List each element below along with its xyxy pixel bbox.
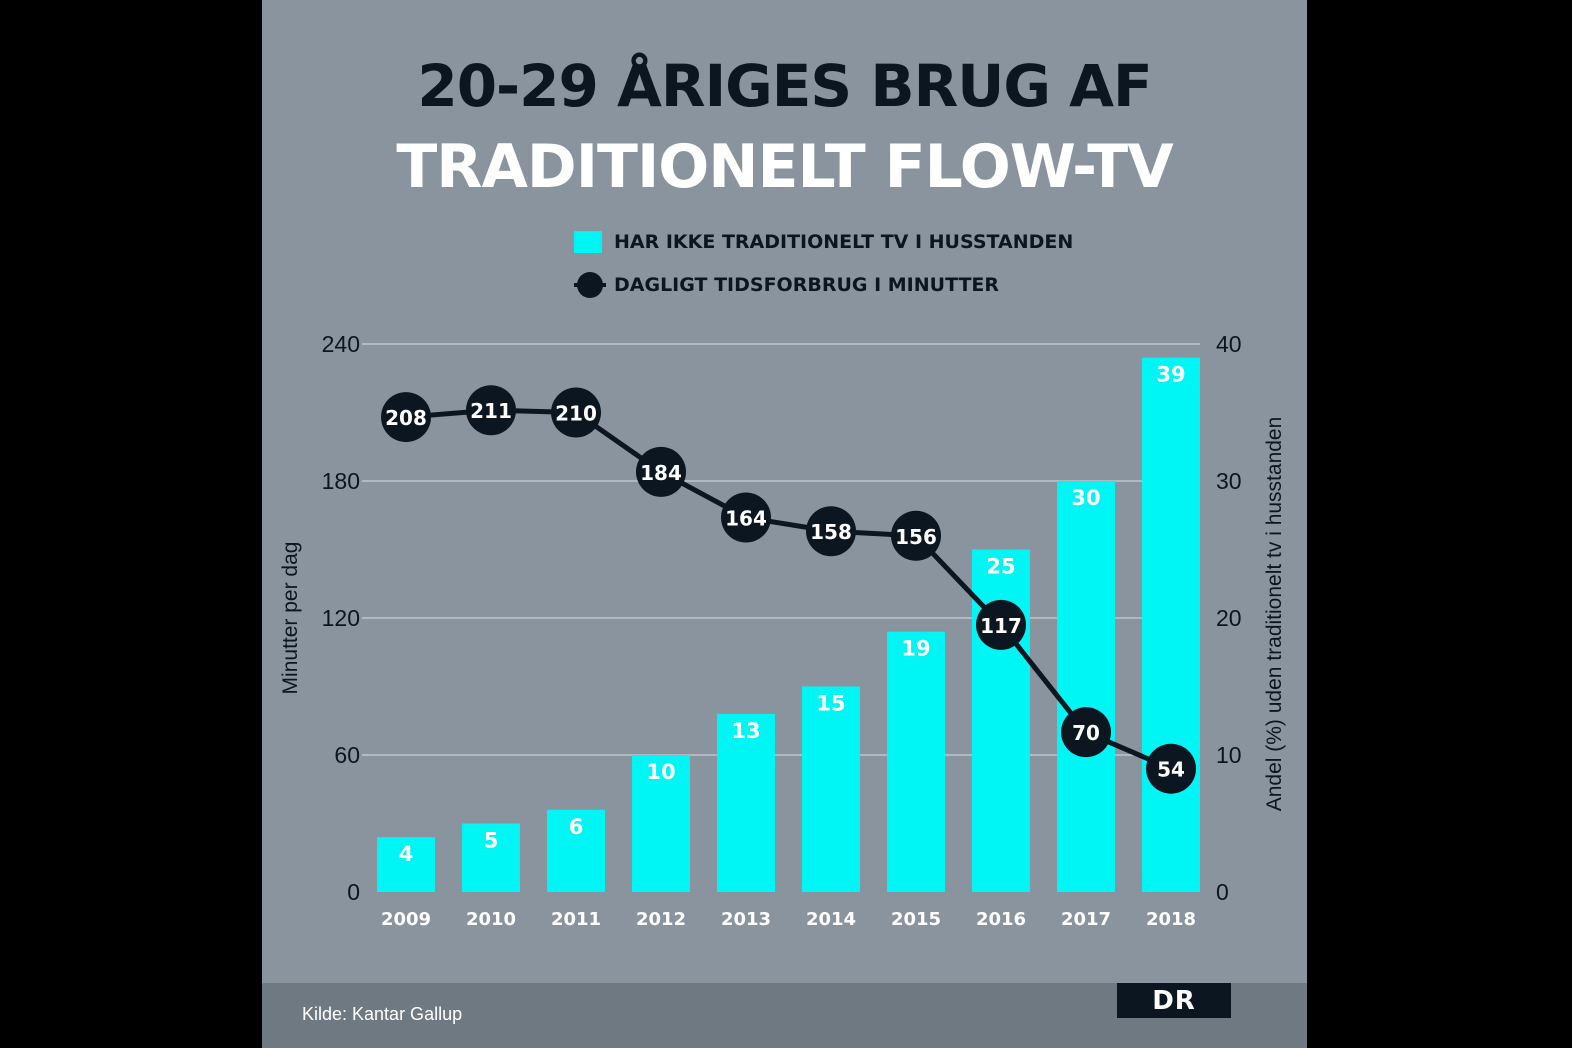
y-tick-right: 40 — [1216, 331, 1242, 357]
x-tick-label: 2018 — [1146, 909, 1196, 930]
bar — [802, 686, 860, 892]
y-tick-left: 120 — [322, 605, 360, 631]
bar-data-label: 39 — [1156, 363, 1185, 387]
line-point — [1146, 743, 1196, 794]
y-tick-left: 0 — [347, 879, 360, 905]
bar — [377, 837, 435, 892]
x-tick-label: 2010 — [466, 909, 516, 930]
y-tick-right: 20 — [1216, 605, 1242, 631]
y-tick-left: 180 — [322, 468, 360, 494]
y-axis-title-left: Minutter per dag — [279, 542, 302, 695]
bar-data-label: 30 — [1071, 486, 1100, 510]
line-data-label: 164 — [725, 507, 767, 531]
line-data-label: 156 — [895, 525, 937, 549]
line-point — [976, 599, 1026, 650]
bar — [547, 809, 605, 892]
legend-label-line: DAGLIGT TIDSFORBRUG I MINUTTER — [614, 274, 1000, 296]
bar-data-label: 13 — [731, 719, 760, 743]
line-data-label: 54 — [1157, 758, 1185, 782]
bar — [717, 713, 775, 892]
line-series — [405, 407, 1172, 771]
bar-data-label: 15 — [816, 692, 845, 716]
x-tick-label: 2012 — [636, 909, 686, 930]
line-point — [891, 510, 941, 561]
x-tick-label: 2015 — [891, 909, 941, 930]
y-axis-title-right: Andel (%) uden traditionelt tv i husstan… — [1263, 417, 1286, 812]
x-tick-label: 2013 — [721, 909, 771, 930]
line-data-label: 208 — [385, 406, 427, 430]
line-point — [1061, 707, 1111, 758]
legend-label-bars: HAR IKKE TRADITIONELT TV I HUSSTANDEN — [614, 231, 1074, 253]
line-point — [636, 446, 686, 497]
x-tick-label: 2011 — [551, 909, 601, 930]
line-data-label: 70 — [1072, 721, 1100, 745]
line-data-label: 211 — [470, 399, 512, 423]
line-data-label: 210 — [555, 402, 597, 426]
bar — [1057, 481, 1115, 892]
legend-marker-line-icon — [574, 272, 606, 298]
bar-data-label: 19 — [901, 637, 930, 661]
line-point — [381, 392, 431, 443]
dr-logo: DR — [1117, 983, 1231, 1018]
bar — [887, 631, 945, 892]
legend-item-line: DAGLIGT TIDSFORBRUG I MINUTTER — [574, 271, 999, 299]
line-point — [551, 387, 601, 438]
y-tick-right: 10 — [1216, 742, 1242, 768]
legend-swatch-bars — [574, 231, 602, 253]
x-tick-label: 2017 — [1061, 909, 1111, 930]
title-line-1: 20-29 ÅRIGES BRUG AF — [417, 52, 1152, 120]
bar — [632, 755, 690, 892]
y-tick-right: 30 — [1216, 468, 1242, 494]
x-tick-label: 2016 — [976, 909, 1026, 930]
bar-data-label: 6 — [569, 815, 584, 839]
legend-item-bars: HAR IKKE TRADITIONELT TV I HUSSTANDEN — [574, 231, 1073, 253]
bar-data-label: 10 — [646, 760, 675, 784]
bar-data-label: 4 — [399, 842, 414, 866]
line-point — [466, 385, 516, 436]
bar — [462, 823, 520, 892]
source-credit: Kilde: Kantar Gallup — [302, 1004, 463, 1024]
bar — [1142, 357, 1200, 892]
line-data-label: 158 — [810, 520, 852, 544]
x-tick-label: 2009 — [381, 909, 431, 930]
line-point — [721, 492, 771, 543]
line-data-label: 184 — [640, 461, 682, 485]
line-data-label: 117 — [980, 614, 1022, 638]
title-line-2: TRADITIONELT FLOW-TV — [396, 132, 1173, 202]
x-tick-label: 2014 — [806, 909, 856, 930]
y-tick-left: 240 — [322, 331, 360, 357]
line-point — [806, 506, 856, 557]
y-tick-left: 60 — [334, 742, 360, 768]
bar-data-label: 25 — [986, 555, 1015, 579]
bar-data-label: 5 — [484, 829, 499, 853]
y-tick-right: 0 — [1216, 879, 1229, 905]
